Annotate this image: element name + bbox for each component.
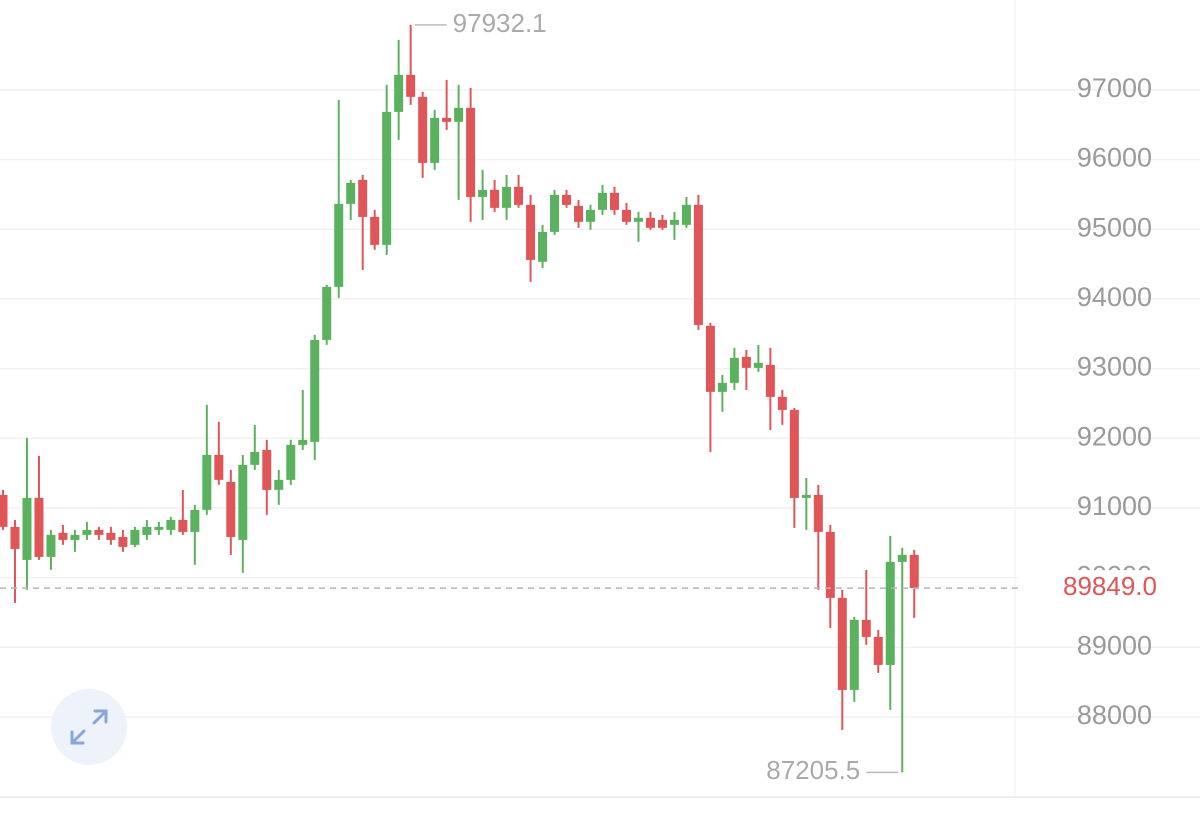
candle-body [370, 216, 380, 245]
candle-body [202, 454, 212, 510]
candle-body [46, 534, 56, 557]
candle-body [885, 561, 895, 665]
candle-body [478, 189, 488, 197]
candle-body [178, 519, 188, 532]
candle-body [562, 194, 572, 205]
candle-body [777, 396, 787, 410]
candle-body [873, 636, 883, 665]
y-tick-label: 93000 [1077, 352, 1152, 382]
candle-body [717, 382, 727, 392]
candle-body [190, 509, 200, 532]
high-annotation: 97932.1 [453, 8, 547, 38]
candle-body [801, 494, 811, 498]
candle-body [514, 186, 524, 205]
candle-body [286, 444, 296, 480]
candle-body [538, 231, 548, 262]
candle-body [645, 217, 655, 228]
candle-body [741, 356, 751, 368]
y-tick-label: 96000 [1077, 143, 1152, 173]
candle-body [729, 357, 739, 383]
candle-body [58, 532, 68, 540]
candle-body [214, 454, 224, 480]
candle-body [526, 204, 536, 260]
candle-body [442, 117, 452, 122]
candle-body [358, 179, 368, 217]
candle-body [406, 74, 416, 97]
candle-body [0, 494, 8, 527]
candle-body [274, 479, 284, 490]
y-tick-label: 92000 [1077, 421, 1152, 451]
candle-body [861, 619, 871, 637]
candle-body [130, 529, 140, 545]
candle-body [94, 529, 104, 535]
candle-body [154, 526, 164, 530]
last-price-bg [1018, 570, 1200, 607]
candle-body [897, 554, 907, 562]
candle-body [574, 205, 584, 222]
candle-body [681, 204, 691, 225]
candle-body [334, 203, 344, 287]
candle-body [298, 439, 308, 445]
candle-body [849, 619, 859, 690]
candle-body [633, 217, 643, 222]
candle-body [490, 189, 500, 208]
candle-body [657, 219, 667, 228]
candle-body [621, 209, 631, 222]
candle-body [166, 519, 176, 530]
candle-body [753, 362, 763, 368]
expand-icon [70, 709, 108, 745]
y-tick-label: 91000 [1077, 491, 1152, 521]
candle-body [550, 194, 560, 232]
y-tick-label: 88000 [1077, 700, 1152, 730]
candle-body [346, 182, 356, 204]
last-price-label: 89849.0 [1063, 571, 1157, 601]
candle-body [813, 494, 823, 532]
candle-body [226, 481, 236, 537]
candle-body [502, 186, 512, 208]
candle-body [382, 111, 392, 245]
candle-body [789, 409, 799, 498]
candle-body [586, 209, 596, 222]
candle-body [22, 497, 32, 560]
candle-body [598, 192, 607, 210]
y-tick-label: 95000 [1077, 212, 1152, 242]
candle-body [418, 96, 428, 163]
candle-body [142, 526, 152, 535]
candle-body [466, 107, 476, 197]
candle-body [322, 286, 332, 340]
y-tick-label: 89000 [1077, 630, 1152, 660]
low-annotation: 87205.5 [766, 755, 860, 785]
candle-body [70, 534, 80, 540]
candle-body [10, 526, 20, 549]
candle-body [82, 529, 92, 535]
candle-body [34, 497, 44, 557]
candle-body [106, 532, 116, 540]
candle-body [825, 531, 835, 598]
expand-button[interactable] [51, 689, 127, 765]
candle-body [250, 451, 260, 465]
candle-body [394, 74, 404, 112]
expand-button-bg [51, 689, 127, 765]
candle-body [693, 204, 703, 325]
candle-body [238, 464, 248, 540]
candle-body [765, 364, 775, 397]
candle-body [310, 339, 320, 442]
y-tick-label: 97000 [1077, 73, 1152, 103]
candle-body [909, 554, 919, 589]
candle-body [837, 597, 847, 690]
candle-body [430, 117, 440, 163]
candle-body [705, 325, 715, 392]
candle-body [454, 107, 464, 122]
candle-body [609, 192, 619, 210]
candle-body [262, 449, 272, 490]
y-tick-label: 94000 [1077, 282, 1152, 312]
candle-body [669, 219, 679, 225]
candle-body [118, 536, 128, 547]
